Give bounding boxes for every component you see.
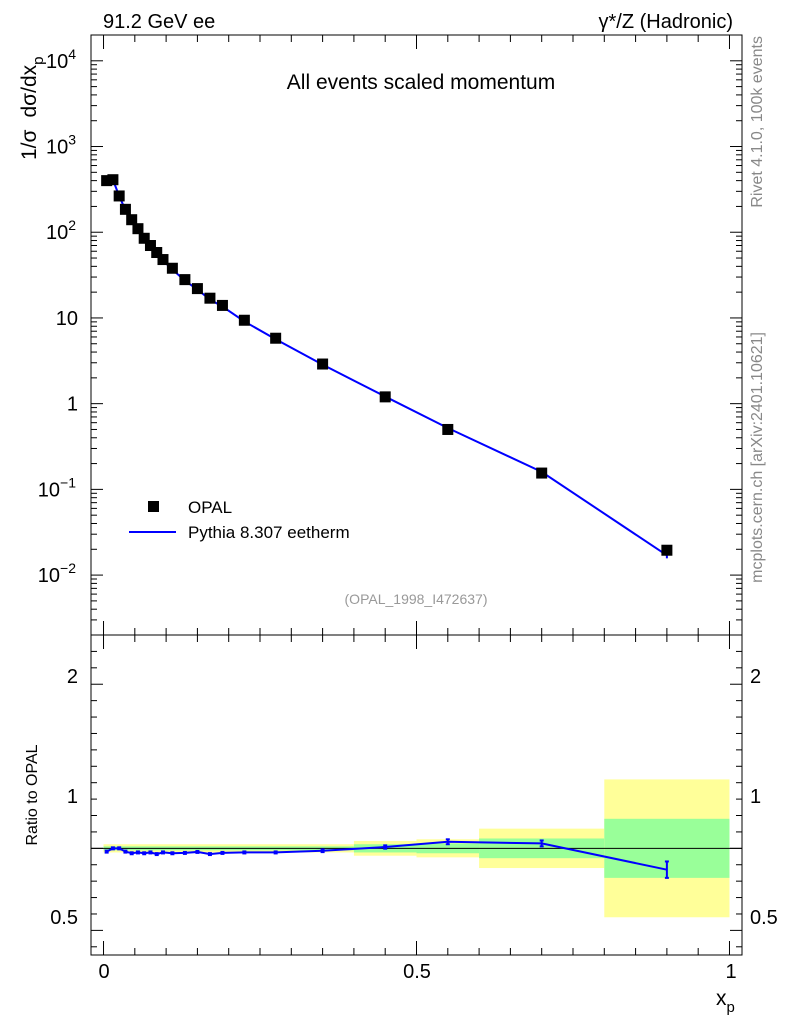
ratio-ytick-1: 1 bbox=[67, 786, 78, 808]
main-ytick-label: 104 bbox=[46, 46, 76, 73]
mcplots-label: mcplots.cern.ch [arXiv:2401.10621] bbox=[749, 332, 766, 583]
opal-data-point bbox=[270, 332, 282, 344]
opal-data-point bbox=[536, 467, 548, 479]
opal-data-point bbox=[661, 544, 673, 556]
opal-data-point bbox=[101, 175, 113, 187]
ylabel-main: dσ/dx bbox=[18, 64, 41, 117]
main-ytick-label: 10−2 bbox=[38, 560, 76, 587]
ratio-error-bars bbox=[104, 838, 669, 879]
main-axis-ticks bbox=[91, 34, 742, 636]
opal-data-point bbox=[132, 223, 144, 235]
legend-mc-label: Pythia 8.307 eetherm bbox=[188, 523, 350, 542]
main-plot-title: All events scaled momentum bbox=[287, 71, 555, 94]
ratio-ytick-05-right: 0.5 bbox=[750, 907, 778, 929]
ratio-y-axis-label: Ratio to OPAL bbox=[24, 744, 41, 845]
header-right-label: γ*/Z (Hadronic) bbox=[599, 11, 733, 33]
header-left-label: 91.2 GeV ee bbox=[103, 11, 215, 33]
main-ytick-label: 102 bbox=[46, 217, 76, 244]
ylabel-sub: p bbox=[30, 57, 47, 65]
svg-text:1/σdσ/dxp: 1/σ dσ/dxp bbox=[18, 57, 47, 160]
main-plot-frame bbox=[90, 34, 743, 636]
ratio-plot-frame bbox=[90, 634, 743, 956]
analysis-id-label: (OPAL_1998_I472637) bbox=[345, 591, 488, 607]
legend-opal-label: OPAL bbox=[188, 498, 232, 517]
ylabel-prefix: 1/σ bbox=[18, 129, 41, 160]
opal-data-point bbox=[166, 262, 178, 274]
opal-data-point bbox=[216, 299, 228, 311]
ratio-ytick-1-right: 1 bbox=[750, 786, 761, 808]
opal-data-points bbox=[101, 174, 673, 556]
opal-data-point bbox=[238, 314, 250, 326]
x-axis-label: xp bbox=[716, 987, 735, 1016]
ratio-ytick-2: 2 bbox=[67, 666, 78, 688]
opal-data-point bbox=[191, 283, 203, 295]
xtick-0: 0 bbox=[98, 961, 109, 983]
main-ytick-label: 1 bbox=[67, 394, 78, 416]
opal-data-point bbox=[157, 254, 169, 266]
xlabel-sub: p bbox=[727, 999, 735, 1016]
legend-opal-marker bbox=[148, 501, 159, 512]
opal-data-point bbox=[151, 247, 163, 259]
main-ytick-label: 10 bbox=[56, 308, 78, 330]
xtick-05: 0.5 bbox=[403, 961, 431, 983]
xtick-1: 1 bbox=[725, 961, 736, 983]
ratio-ytick-2-right: 2 bbox=[750, 666, 761, 688]
opal-data-point bbox=[119, 203, 131, 215]
opal-data-point bbox=[179, 274, 191, 286]
opal-data-point bbox=[442, 423, 454, 435]
main-ytick-label: 103 bbox=[46, 132, 76, 159]
ratio-curve bbox=[106, 840, 668, 871]
opal-data-point bbox=[204, 292, 216, 304]
ratio-ytick-05: 0.5 bbox=[50, 907, 78, 929]
legend: OPAL Pythia 8.307 eetherm bbox=[129, 498, 350, 542]
opal-data-point bbox=[144, 240, 156, 252]
rivet-version-label: Rivet 4.1.0, 100k events bbox=[749, 36, 766, 208]
opal-data-point bbox=[379, 391, 391, 403]
ratio-axis-ticks bbox=[91, 635, 742, 955]
main-y-axis-label: 1/σ dσ/dxp bbox=[18, 57, 47, 160]
opal-data-point bbox=[138, 232, 150, 244]
xlabel-main: x bbox=[716, 987, 727, 1010]
opal-data-point bbox=[113, 190, 125, 202]
opal-data-point bbox=[107, 174, 119, 186]
opal-data-point bbox=[126, 214, 138, 226]
main-ytick-label: 10−1 bbox=[38, 474, 76, 501]
opal-data-point bbox=[317, 358, 329, 370]
ratio-panel: 2 1 0.5 2 1 0.5 0 0.5 1 Ratio to OPAL xp bbox=[24, 634, 778, 1016]
